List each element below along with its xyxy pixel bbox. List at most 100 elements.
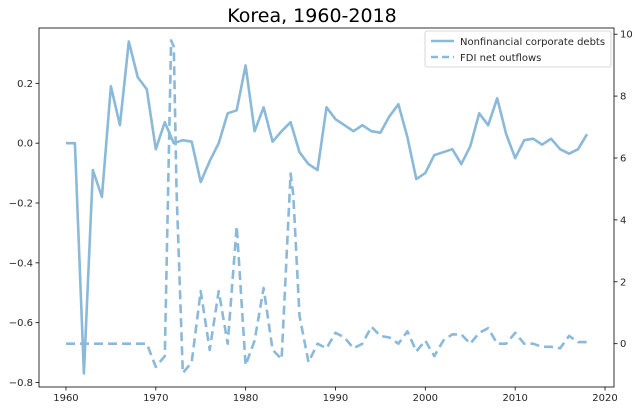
data-point <box>217 142 220 145</box>
data-point <box>334 332 337 335</box>
data-point <box>397 342 400 345</box>
data-point <box>262 287 265 290</box>
series-line-fdi-outflows <box>66 39 587 375</box>
data-point <box>101 196 104 199</box>
data-point <box>146 88 149 91</box>
data-point <box>316 342 319 345</box>
x-tick-label: 1990 <box>323 393 348 404</box>
data-point <box>586 133 589 136</box>
data-point <box>307 163 310 166</box>
y-axis-right: 0 2 4 6 8 10 <box>614 30 633 350</box>
data-point <box>226 342 229 345</box>
y-right-tick-label: 4 <box>620 215 626 226</box>
data-point <box>137 342 140 345</box>
data-point <box>460 163 463 166</box>
data-point <box>415 350 418 353</box>
data-point <box>65 342 68 345</box>
data-point <box>469 342 472 345</box>
data-point <box>235 225 238 228</box>
data-point <box>415 178 418 181</box>
data-point <box>379 131 382 134</box>
data-point <box>361 342 364 345</box>
data-point <box>92 342 95 345</box>
y-left-tick-label: −0.8 <box>9 378 33 389</box>
data-point <box>175 188 178 191</box>
data-point <box>235 109 238 112</box>
x-tick-label: 1980 <box>233 393 258 404</box>
data-point <box>442 151 445 154</box>
data-point <box>541 346 544 349</box>
x-tick-label: 2020 <box>592 393 617 404</box>
data-point <box>388 336 391 339</box>
data-point <box>280 130 283 133</box>
data-point <box>253 130 256 133</box>
data-point <box>586 341 589 344</box>
data-point <box>451 333 454 336</box>
data-point <box>280 358 283 361</box>
y-left-tick-label: −0.6 <box>9 318 33 329</box>
legend: Nonfinancial corporate debts FDI net out… <box>424 30 612 68</box>
data-point <box>110 342 113 345</box>
x-tick-label: 2000 <box>413 393 438 404</box>
data-point <box>83 342 86 345</box>
data-point <box>137 76 140 79</box>
data-point <box>352 130 355 133</box>
data-point <box>361 124 364 127</box>
data-point <box>406 330 409 333</box>
y-right-tick-label: 10 <box>620 30 633 41</box>
data-point <box>119 124 122 127</box>
y-left-tick-label: −0.2 <box>9 199 33 210</box>
data-point <box>343 124 346 127</box>
data-point <box>505 133 508 136</box>
legend-box <box>424 30 612 68</box>
data-point <box>433 154 436 157</box>
data-point <box>182 139 185 142</box>
data-point <box>307 361 310 364</box>
data-point <box>532 342 535 345</box>
y-right-tick-label: 6 <box>620 153 626 164</box>
data-point <box>559 347 562 350</box>
data-point <box>334 118 337 121</box>
data-point <box>514 332 517 335</box>
y-right-tick-label: 8 <box>620 92 626 103</box>
x-tick-label: 2010 <box>502 393 527 404</box>
data-point <box>343 336 346 339</box>
data-point <box>352 347 355 350</box>
data-point <box>110 85 113 88</box>
y-left-tick-label: −0.4 <box>9 258 33 269</box>
data-point <box>190 361 193 364</box>
data-point <box>173 45 176 48</box>
y-axis-left: −0.8 −0.6 −0.4 −0.2 0.0 0.2 <box>9 79 39 389</box>
data-point <box>478 332 481 335</box>
data-point <box>514 157 517 160</box>
data-point <box>164 121 167 124</box>
data-point <box>424 339 427 342</box>
data-point <box>101 342 104 345</box>
data-point <box>379 335 382 338</box>
data-point <box>182 372 185 375</box>
data-point <box>325 347 328 350</box>
data-point <box>155 148 158 151</box>
data-point <box>487 327 490 330</box>
data-point <box>487 124 490 127</box>
data-point <box>496 97 499 100</box>
data-point <box>208 160 211 163</box>
data-point <box>155 366 158 369</box>
data-point <box>146 342 149 345</box>
data-point <box>170 39 173 42</box>
x-tick-label: 1970 <box>143 393 168 404</box>
data-point <box>388 115 391 118</box>
data-point <box>469 145 472 148</box>
y-right-tick-label: 0 <box>620 339 626 350</box>
data-point <box>433 355 436 358</box>
data-point <box>74 342 77 345</box>
data-point <box>325 106 328 109</box>
data-point <box>226 112 229 115</box>
data-point <box>424 172 427 175</box>
data-point <box>128 342 131 345</box>
data-point <box>119 342 122 345</box>
data-point <box>190 140 193 143</box>
data-point <box>541 143 544 146</box>
chart-title: Korea, 1960-2018 <box>227 5 397 27</box>
